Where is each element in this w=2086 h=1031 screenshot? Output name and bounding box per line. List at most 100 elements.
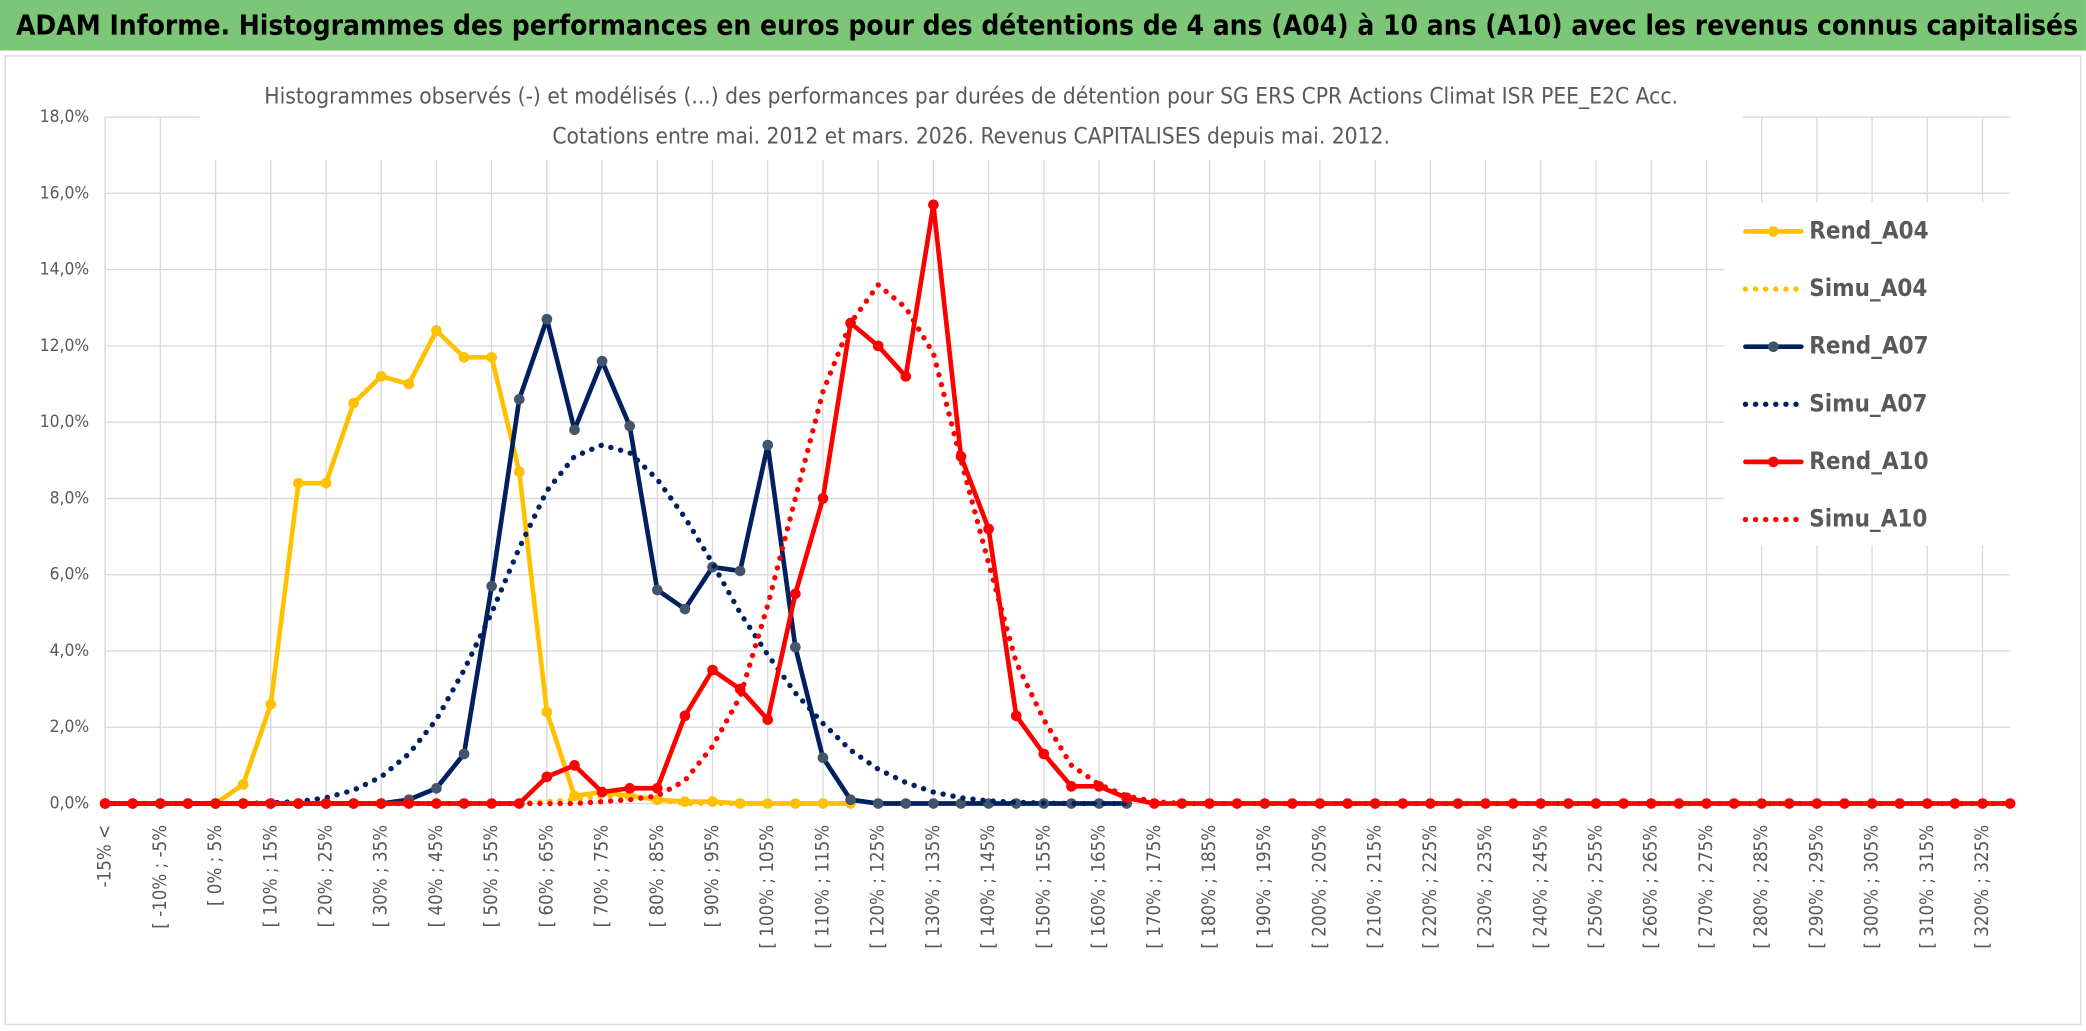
data-point (513, 466, 525, 478)
x-tick-label: [ 60% ; 65% (536, 825, 557, 928)
x-tick-label: [ 310% ; 315% (1917, 825, 1938, 949)
data-point (541, 706, 553, 718)
data-point (872, 798, 884, 809)
chart-title: ADAM Informe. Histogrammes des performan… (16, 9, 2078, 42)
data-point (1618, 798, 1629, 809)
x-tick-label: [ 50% ; 55% (481, 825, 502, 928)
data-point (1231, 798, 1243, 809)
data-point (1535, 798, 1547, 809)
data-point (762, 439, 774, 451)
data-point (237, 779, 249, 790)
data-point (1093, 798, 1105, 809)
data-point (348, 397, 359, 409)
x-tick-label: [ 150% ; 155% (1033, 825, 1054, 949)
x-tick-label: [ 140% ; 145% (978, 825, 999, 949)
x-tick-label: [ 280% ; 285% (1751, 825, 1772, 949)
x-tick-label: [ 80% ; 85% (647, 825, 668, 928)
data-point (651, 584, 663, 596)
data-point (569, 424, 580, 436)
data-point (762, 798, 774, 809)
legend-label: Simu_A10 (1809, 504, 1927, 532)
data-point (569, 760, 580, 771)
legend-label: Rend_A07 (1809, 332, 1928, 360)
data-point (983, 523, 994, 535)
x-tick-label: [ 40% ; 45% (426, 825, 447, 928)
data-point (513, 393, 525, 405)
x-tick-label: -15% < (95, 825, 116, 888)
data-point (458, 352, 470, 363)
chart-subtitle: Cotations entre mai. 2012 et mars. 2026.… (552, 124, 1390, 150)
data-point (265, 798, 277, 809)
data-point (707, 664, 718, 676)
data-point (486, 580, 497, 592)
x-tick-label: [ 220% ; 225% (1420, 825, 1441, 949)
x-tick-label: [ 240% ; 245% (1530, 825, 1551, 949)
data-point (900, 371, 912, 382)
data-point (458, 798, 470, 809)
x-tick-label: [ 30% ; 35% (371, 825, 392, 928)
data-point (1425, 798, 1436, 809)
data-point (624, 420, 636, 432)
data-point (1204, 798, 1215, 809)
y-tick-label: 4,0% (50, 641, 89, 661)
x-tick-label: [ 250% ; 255% (1586, 825, 1607, 949)
legend-label: Rend_A04 (1809, 216, 1928, 244)
x-tick-label: [ 290% ; 295% (1806, 825, 1827, 949)
x-tick-label: [ 70% ; 75% (592, 825, 613, 928)
y-tick-label: 0,0% (50, 794, 89, 814)
data-point (845, 794, 856, 806)
data-point (1811, 798, 1823, 809)
data-point (817, 752, 829, 764)
data-point (651, 782, 663, 794)
data-point (375, 371, 387, 382)
data-point (955, 798, 967, 809)
data-point (1921, 798, 1933, 809)
data-point (872, 340, 884, 352)
plot-area (99, 199, 2016, 809)
chart-border (4, 55, 2082, 1026)
chart-subtitle: Histogrammes observés (-) et modélisés (… (264, 84, 1678, 110)
data-point (127, 798, 139, 809)
data-point (348, 798, 359, 809)
y-tick-label: 10,0% (40, 412, 89, 432)
x-tick-label: [ 130% ; 135% (923, 825, 944, 949)
legend-label: Rend_A10 (1809, 447, 1928, 475)
data-point (900, 798, 912, 809)
data-point (1728, 798, 1740, 809)
data-point (1397, 798, 1409, 809)
legend-marker (1768, 226, 1779, 237)
data-point (458, 748, 470, 760)
data-point (403, 378, 415, 390)
legend-background (1724, 202, 2015, 546)
data-point (1839, 798, 1850, 809)
data-point (486, 352, 497, 363)
y-tick-label: 16,0% (40, 183, 89, 203)
data-point (790, 798, 801, 809)
data-point (1010, 710, 1022, 722)
data-point (1701, 798, 1712, 809)
data-point (431, 782, 442, 794)
y-tick-label: 6,0% (50, 565, 89, 585)
observed-line (102, 202, 2013, 806)
data-point (293, 477, 304, 489)
x-tick-label: [ 160% ; 165% (1089, 825, 1110, 949)
data-point (375, 798, 387, 809)
data-point (1949, 798, 1961, 809)
legend-label: Simu_A07 (1809, 389, 1927, 417)
data-point (265, 699, 277, 710)
data-point (1314, 798, 1326, 809)
title-banner (0, 0, 2086, 51)
x-tick-label: [ 210% ; 215% (1365, 825, 1386, 949)
x-tick-label: [ 120% ; 125% (868, 825, 889, 949)
x-tick-label: [ 260% ; 265% (1641, 825, 1662, 949)
data-point (596, 786, 608, 798)
data-point (734, 565, 746, 577)
data-point (679, 710, 691, 722)
x-tick-label: [ 20% ; 25% (315, 825, 336, 928)
x-tick-label: [ 100% ; 105% (757, 825, 778, 949)
x-tick-label: [ -10% ; -5% (150, 825, 171, 929)
data-point (541, 313, 553, 325)
data-point (1038, 748, 1050, 760)
legend: Rend_A04 Simu_A04 Rend_A07 Simu_A07 Rend_A10… (1742, 216, 1929, 532)
